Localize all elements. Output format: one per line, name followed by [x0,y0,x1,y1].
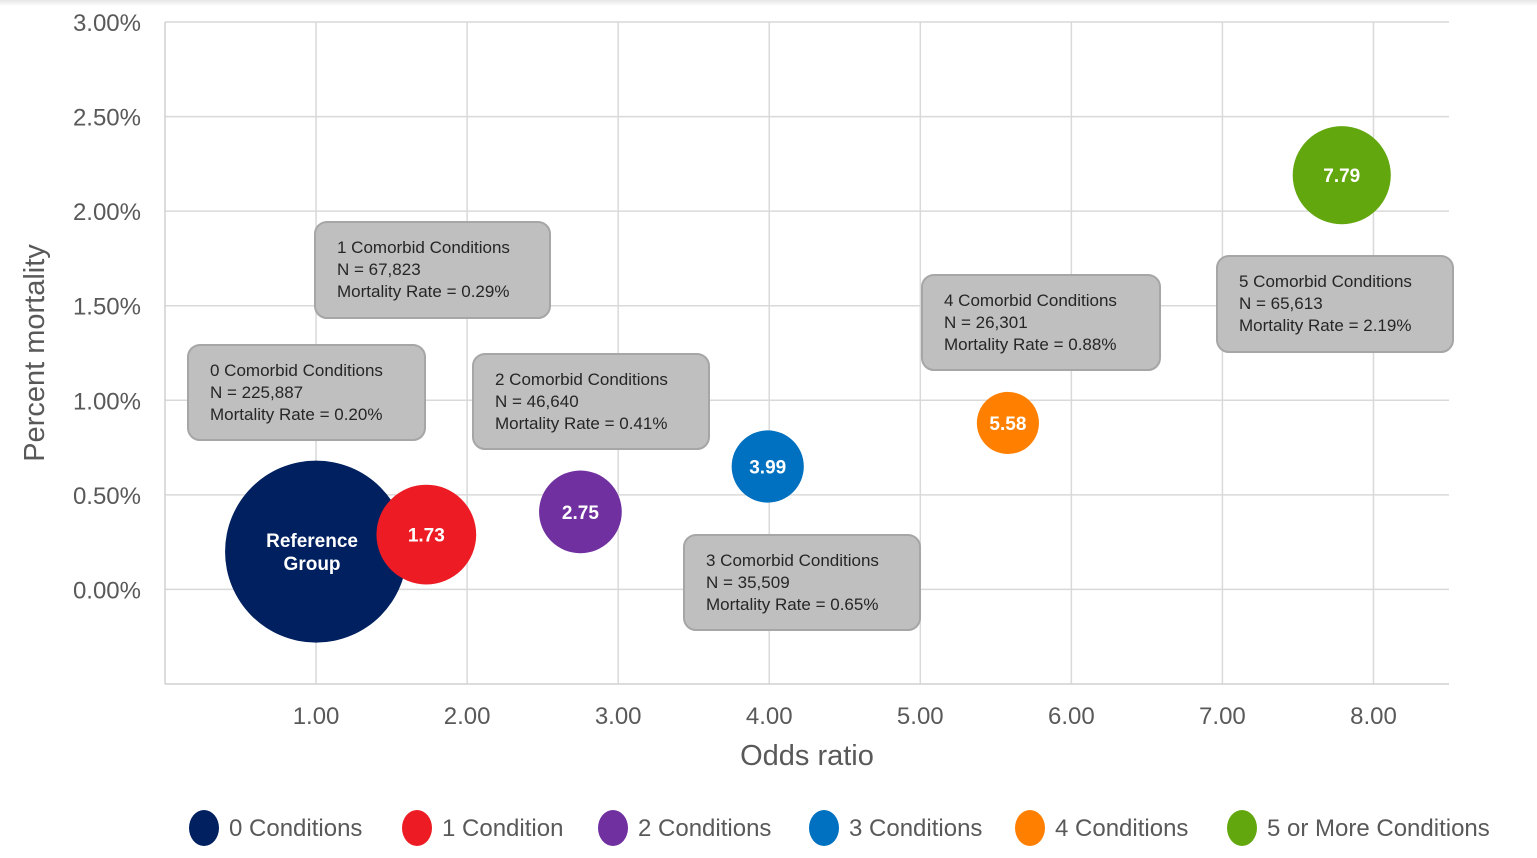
callout-box: 5 Comorbid Conditions N = 65,613 Mortality… [1216,255,1454,353]
bubble [376,484,477,585]
legend-label: 1 Condition [442,815,563,842]
top-shade [0,0,1537,6]
callout-box: 0 Comorbid Conditions N = 225,887 Mortalit… [187,344,426,441]
callout-text-line: N = 65,613 [1239,294,1323,313]
x-tick-label: 5.00 [897,703,944,730]
callout-text-line: 4 Comorbid Conditions [944,291,1117,310]
bubble [539,470,622,554]
bubble [976,391,1039,455]
x-tick-label: 7.00 [1199,703,1246,730]
callout-text-line: Mortality Rate = 0.88% [944,335,1116,354]
x-tick-label: 1.00 [293,703,340,730]
bubble-data-label: 2.75 [562,503,599,524]
x-tick-label: 2.00 [444,703,491,730]
y-axis-ticks: 0.00% 0.50% 1.00% 1.50% 2.00% 2.50% 3.00% [73,10,141,604]
callout-text-line: Mortality Rate = 0.29% [337,282,509,301]
x-tick-label: 3.00 [595,703,642,730]
legend-marker [1227,810,1257,846]
callout-text-line: 5 Comorbid Conditions [1239,272,1412,291]
callout-box: 4 Comorbid Conditions N = 26,301 Mortality… [921,274,1161,371]
bubble-data-label: 3.99 [749,457,786,478]
legend-label: 0 Conditions [229,815,362,842]
callout-background [314,221,551,319]
y-tick-label: 0.50% [73,483,141,510]
callouts: 0 Comorbid Conditions N = 225,887 Mortalit… [187,221,1454,631]
bubble-data-label: Group [284,554,341,575]
bubble-data-label: 7.79 [1323,166,1360,187]
y-tick-label: 2.50% [73,105,141,132]
y-tick-label: 1.50% [73,294,141,321]
legend-label: 2 Conditions [638,815,771,842]
bubble [225,460,408,643]
callout-text-line: 0 Comorbid Conditions [210,361,383,380]
x-tick-label: 8.00 [1350,703,1397,730]
callout-text-line: 1 Comorbid Conditions [337,238,510,257]
callout-background [1216,255,1454,353]
callout-box: 3 Comorbid Conditions N = 35,509 Mortality… [683,534,921,631]
y-tick-label: 0.00% [73,577,141,604]
legend-item: 4 Conditions [1015,810,1188,846]
callout-box: 1 Comorbid Conditions N = 67,823 Mortality… [314,221,551,319]
bubble-data-label: 1.73 [408,526,445,547]
legend-item: 0 Conditions [189,810,362,846]
y-tick-label: 2.00% [73,199,141,226]
callout-background [472,353,710,450]
legend-label: 3 Conditions [849,815,982,842]
bubble-data-label: Reference [266,531,358,552]
legend-item: 2 Conditions [598,810,771,846]
callout-text-line: N = 225,887 [210,383,303,402]
y-tick-label: 3.00% [73,10,141,37]
y-axis-title: Percent mortality [19,244,51,462]
x-tick-label: 6.00 [1048,703,1095,730]
legend-label: 5 or More Conditions [1267,815,1490,842]
legend-label: 4 Conditions [1055,815,1188,842]
callout-text-line: Mortality Rate = 0.65% [706,595,878,614]
legend-marker [809,810,839,846]
legend-item: 1 Condition [402,810,563,846]
legend-item: 5 or More Conditions [1227,810,1490,846]
x-axis-title: Odds ratio [740,740,874,772]
callout-box: 2 Comorbid Conditions N = 46,640 Mortality… [472,353,710,450]
callout-text-line: 3 Comorbid Conditions [706,551,879,570]
callout-text-line: Mortality Rate = 2.19% [1239,316,1411,335]
legend: 0 Conditions 1 Condition 2 Conditions 3 Con… [189,810,1490,846]
bubble-data-label: 5.58 [989,414,1026,435]
axes [164,22,1449,685]
callout-background [187,344,426,441]
bubble [1292,126,1391,225]
callout-text-line: 2 Comorbid Conditions [495,370,668,389]
legend-marker [402,810,432,846]
x-tick-label: 4.00 [746,703,793,730]
callout-text-line: N = 67,823 [337,260,421,279]
x-axis-ticks: 1.00 2.00 3.00 4.00 5.00 6.00 7.00 8.00 [293,703,1397,730]
callout-text-line: N = 35,509 [706,573,790,592]
legend-item: 3 Conditions [809,810,982,846]
legend-marker [1015,810,1045,846]
callout-background [921,274,1161,371]
callout-text-line: N = 46,640 [495,392,579,411]
legend-marker [189,810,219,846]
callout-text-line: Mortality Rate = 0.20% [210,405,382,424]
callout-text-line: Mortality Rate = 0.41% [495,414,667,433]
y-tick-label: 1.00% [73,388,141,415]
callout-text-line: N = 26,301 [944,313,1028,332]
callout-background [683,534,921,631]
bubble [731,430,804,503]
legend-marker [598,810,628,846]
